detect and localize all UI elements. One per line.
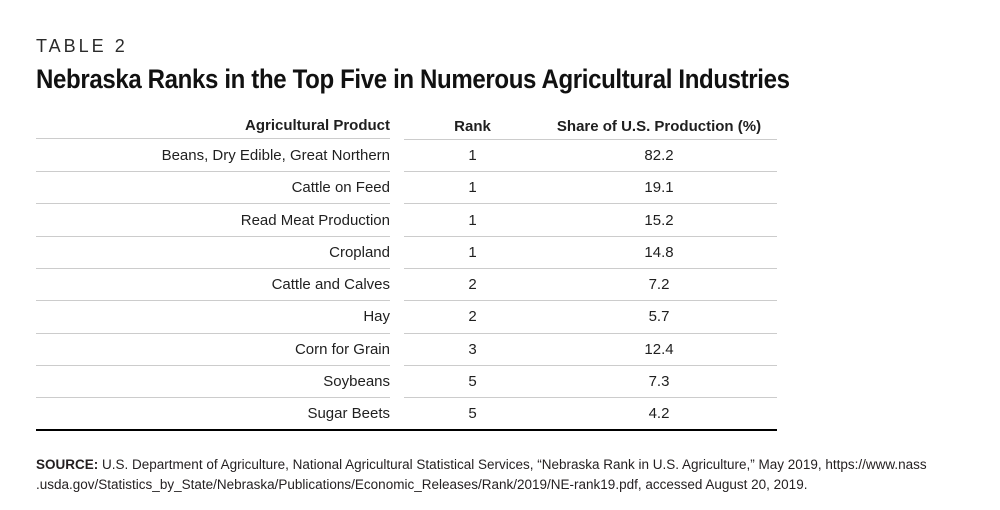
cell-rank: 1 <box>468 243 477 261</box>
column-gap <box>390 269 404 301</box>
cell-share: 7.2 <box>648 276 670 294</box>
table-row: Corn for Grain 3 12.4 <box>36 334 777 366</box>
row-right-group: 1 19.1 <box>404 172 777 205</box>
cell-share: 82.2 <box>644 146 674 164</box>
table-row: Cattle and Calves 2 7.2 <box>36 269 777 302</box>
table-row: Read Meat Production 1 15.2 <box>36 204 777 237</box>
row-right-group: 1 82.2 <box>404 140 777 173</box>
column-gap <box>390 366 404 398</box>
column-gap <box>390 113 404 140</box>
row-right-group: 2 5.7 <box>404 301 777 334</box>
source-text-line1: U.S. Department of Agriculture, National… <box>102 457 927 473</box>
cell-rank: 2 <box>468 276 477 294</box>
table-row: Soybeans 5 7.3 <box>36 366 777 399</box>
table-row: Beans, Dry Edible, Great Northern 1 82.2 <box>36 140 777 173</box>
data-table: Agricultural Product Rank Share of U.S. … <box>36 113 777 432</box>
cell-rank: 5 <box>468 405 477 423</box>
cell-rank: 1 <box>468 211 477 229</box>
cell-share: 4.2 <box>648 405 670 423</box>
table-row: Hay 2 5.7 <box>36 301 777 334</box>
document-page: TABLE 2 Nebraska Ranks in the Top Five i… <box>36 36 966 494</box>
cell-product: Beans, Dry Edible, Great Northern <box>36 140 390 173</box>
cell-product: Cattle and Calves <box>36 269 390 302</box>
column-gap <box>390 172 404 204</box>
header-right-group: Rank Share of U.S. Production (%) <box>404 113 777 140</box>
cell-share: 7.3 <box>648 372 670 390</box>
row-right-group: 1 14.8 <box>404 237 777 269</box>
cell-product: Soybeans <box>36 366 390 399</box>
cell-share: 19.1 <box>644 179 674 197</box>
cell-product: Sugar Beets <box>307 405 390 423</box>
column-gap <box>390 204 404 236</box>
row-right-group: 5 4.2 <box>404 398 777 429</box>
column-gap <box>390 140 404 172</box>
cell-rank: 5 <box>468 372 477 390</box>
cell-share: 14.8 <box>644 243 674 261</box>
table-row: Cropland 1 14.8 <box>36 237 777 269</box>
header-share: Share of U.S. Production (%) <box>556 117 762 135</box>
column-gap <box>390 237 404 269</box>
cell-share: 5.7 <box>648 308 670 326</box>
cell-share: 15.2 <box>644 211 674 229</box>
column-gap <box>390 398 404 429</box>
cell-share: 12.4 <box>644 340 674 358</box>
column-gap <box>390 301 404 333</box>
row-right-group: 2 7.2 <box>404 269 777 302</box>
table-row: Cattle on Feed 1 19.1 <box>36 172 777 205</box>
cell-rank: 1 <box>468 179 477 197</box>
table-title: Nebraska Ranks in the Top Five in Numero… <box>36 64 790 94</box>
cell-product: Hay <box>36 301 390 334</box>
row-right-group: 5 7.3 <box>404 366 777 399</box>
source-label: SOURCE: <box>36 457 99 473</box>
row-right-group: 3 12.4 <box>404 334 777 366</box>
source-text-line2: .usda.gov/Statistics_by_State/Nebraska/P… <box>36 476 808 492</box>
cell-product: Cropland <box>36 237 390 269</box>
cell-rank: 3 <box>468 340 477 358</box>
header-rank: Rank <box>454 117 491 135</box>
cell-product: Cattle on Feed <box>36 172 390 205</box>
row-right-group: 1 15.2 <box>404 204 777 237</box>
cell-product: Read Meat Production <box>36 204 390 237</box>
header-agricultural-product: Agricultural Product <box>36 113 390 139</box>
source-note: SOURCE: U.S. Department of Agriculture, … <box>36 455 966 494</box>
table-number-label: TABLE 2 <box>36 36 128 56</box>
cell-rank: 2 <box>468 308 477 326</box>
table-row: Sugar Beets 5 4.2 <box>36 398 777 432</box>
cell-rank: 1 <box>468 146 477 164</box>
cell-product: Corn for Grain <box>36 334 390 366</box>
column-gap <box>390 334 404 366</box>
table-header-row: Agricultural Product Rank Share of U.S. … <box>36 113 777 140</box>
